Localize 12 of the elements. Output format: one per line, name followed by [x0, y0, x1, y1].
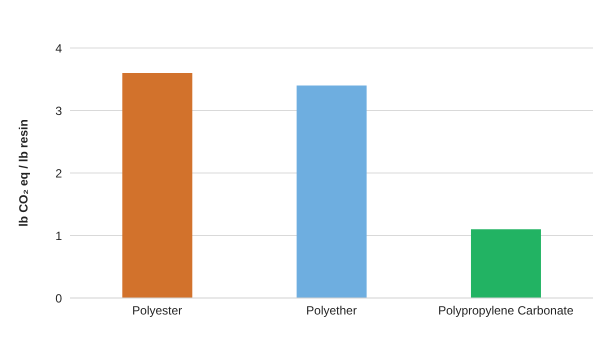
bar: [122, 73, 192, 298]
bar: [470, 229, 541, 298]
bar: [296, 86, 367, 298]
y-tick-label: 4: [55, 41, 62, 56]
x-tick-label: Polypropylene Carbonate: [438, 304, 574, 318]
y-tick-label: 1: [55, 228, 62, 243]
y-tick-label: 0: [55, 291, 62, 306]
y-tick-label: 2: [55, 166, 62, 180]
x-tick-label: Polyester: [132, 304, 182, 318]
y-tick-label: 3: [55, 104, 62, 118]
x-tick-label: Polyether: [306, 304, 357, 318]
y-axis-title: lb CO₂ eq / lb resin: [16, 119, 30, 227]
